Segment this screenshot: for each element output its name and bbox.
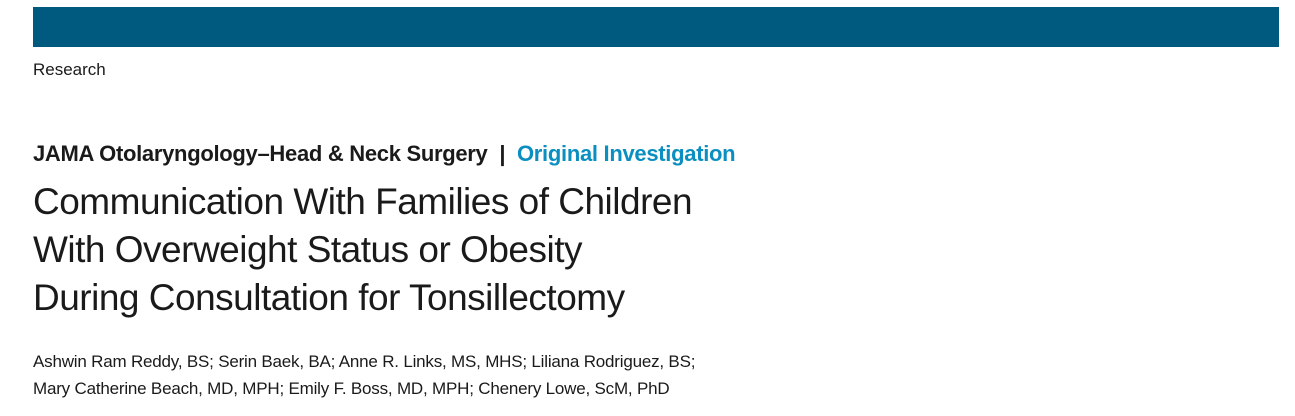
journal-separator: |: [499, 141, 506, 166]
journal-header-bar: [33, 7, 1279, 47]
author-list: Ashwin Ram Reddy, BS; Serin Baek, BA; An…: [33, 348, 695, 402]
author-line: Ashwin Ram Reddy, BS; Serin Baek, BA; An…: [33, 352, 696, 371]
journal-name: JAMA Otolaryngology–Head & Neck Surgery: [33, 141, 488, 166]
article-title: Communication With Families of Children …: [33, 178, 793, 322]
article-title-line: Communication With Families of Children: [33, 181, 693, 222]
section-label: Research: [33, 60, 106, 79]
article-title-line: During Consultation for Tonsillectomy: [33, 277, 625, 318]
author-line: Mary Catherine Beach, MD, MPH; Emily F. …: [33, 379, 670, 398]
article-title-line: With Overweight Status or Obesity: [33, 229, 582, 270]
article-type-link[interactable]: Original Investigation: [516, 141, 736, 166]
journal-line: JAMA Otolaryngology–Head & Neck Surgery …: [33, 141, 736, 167]
